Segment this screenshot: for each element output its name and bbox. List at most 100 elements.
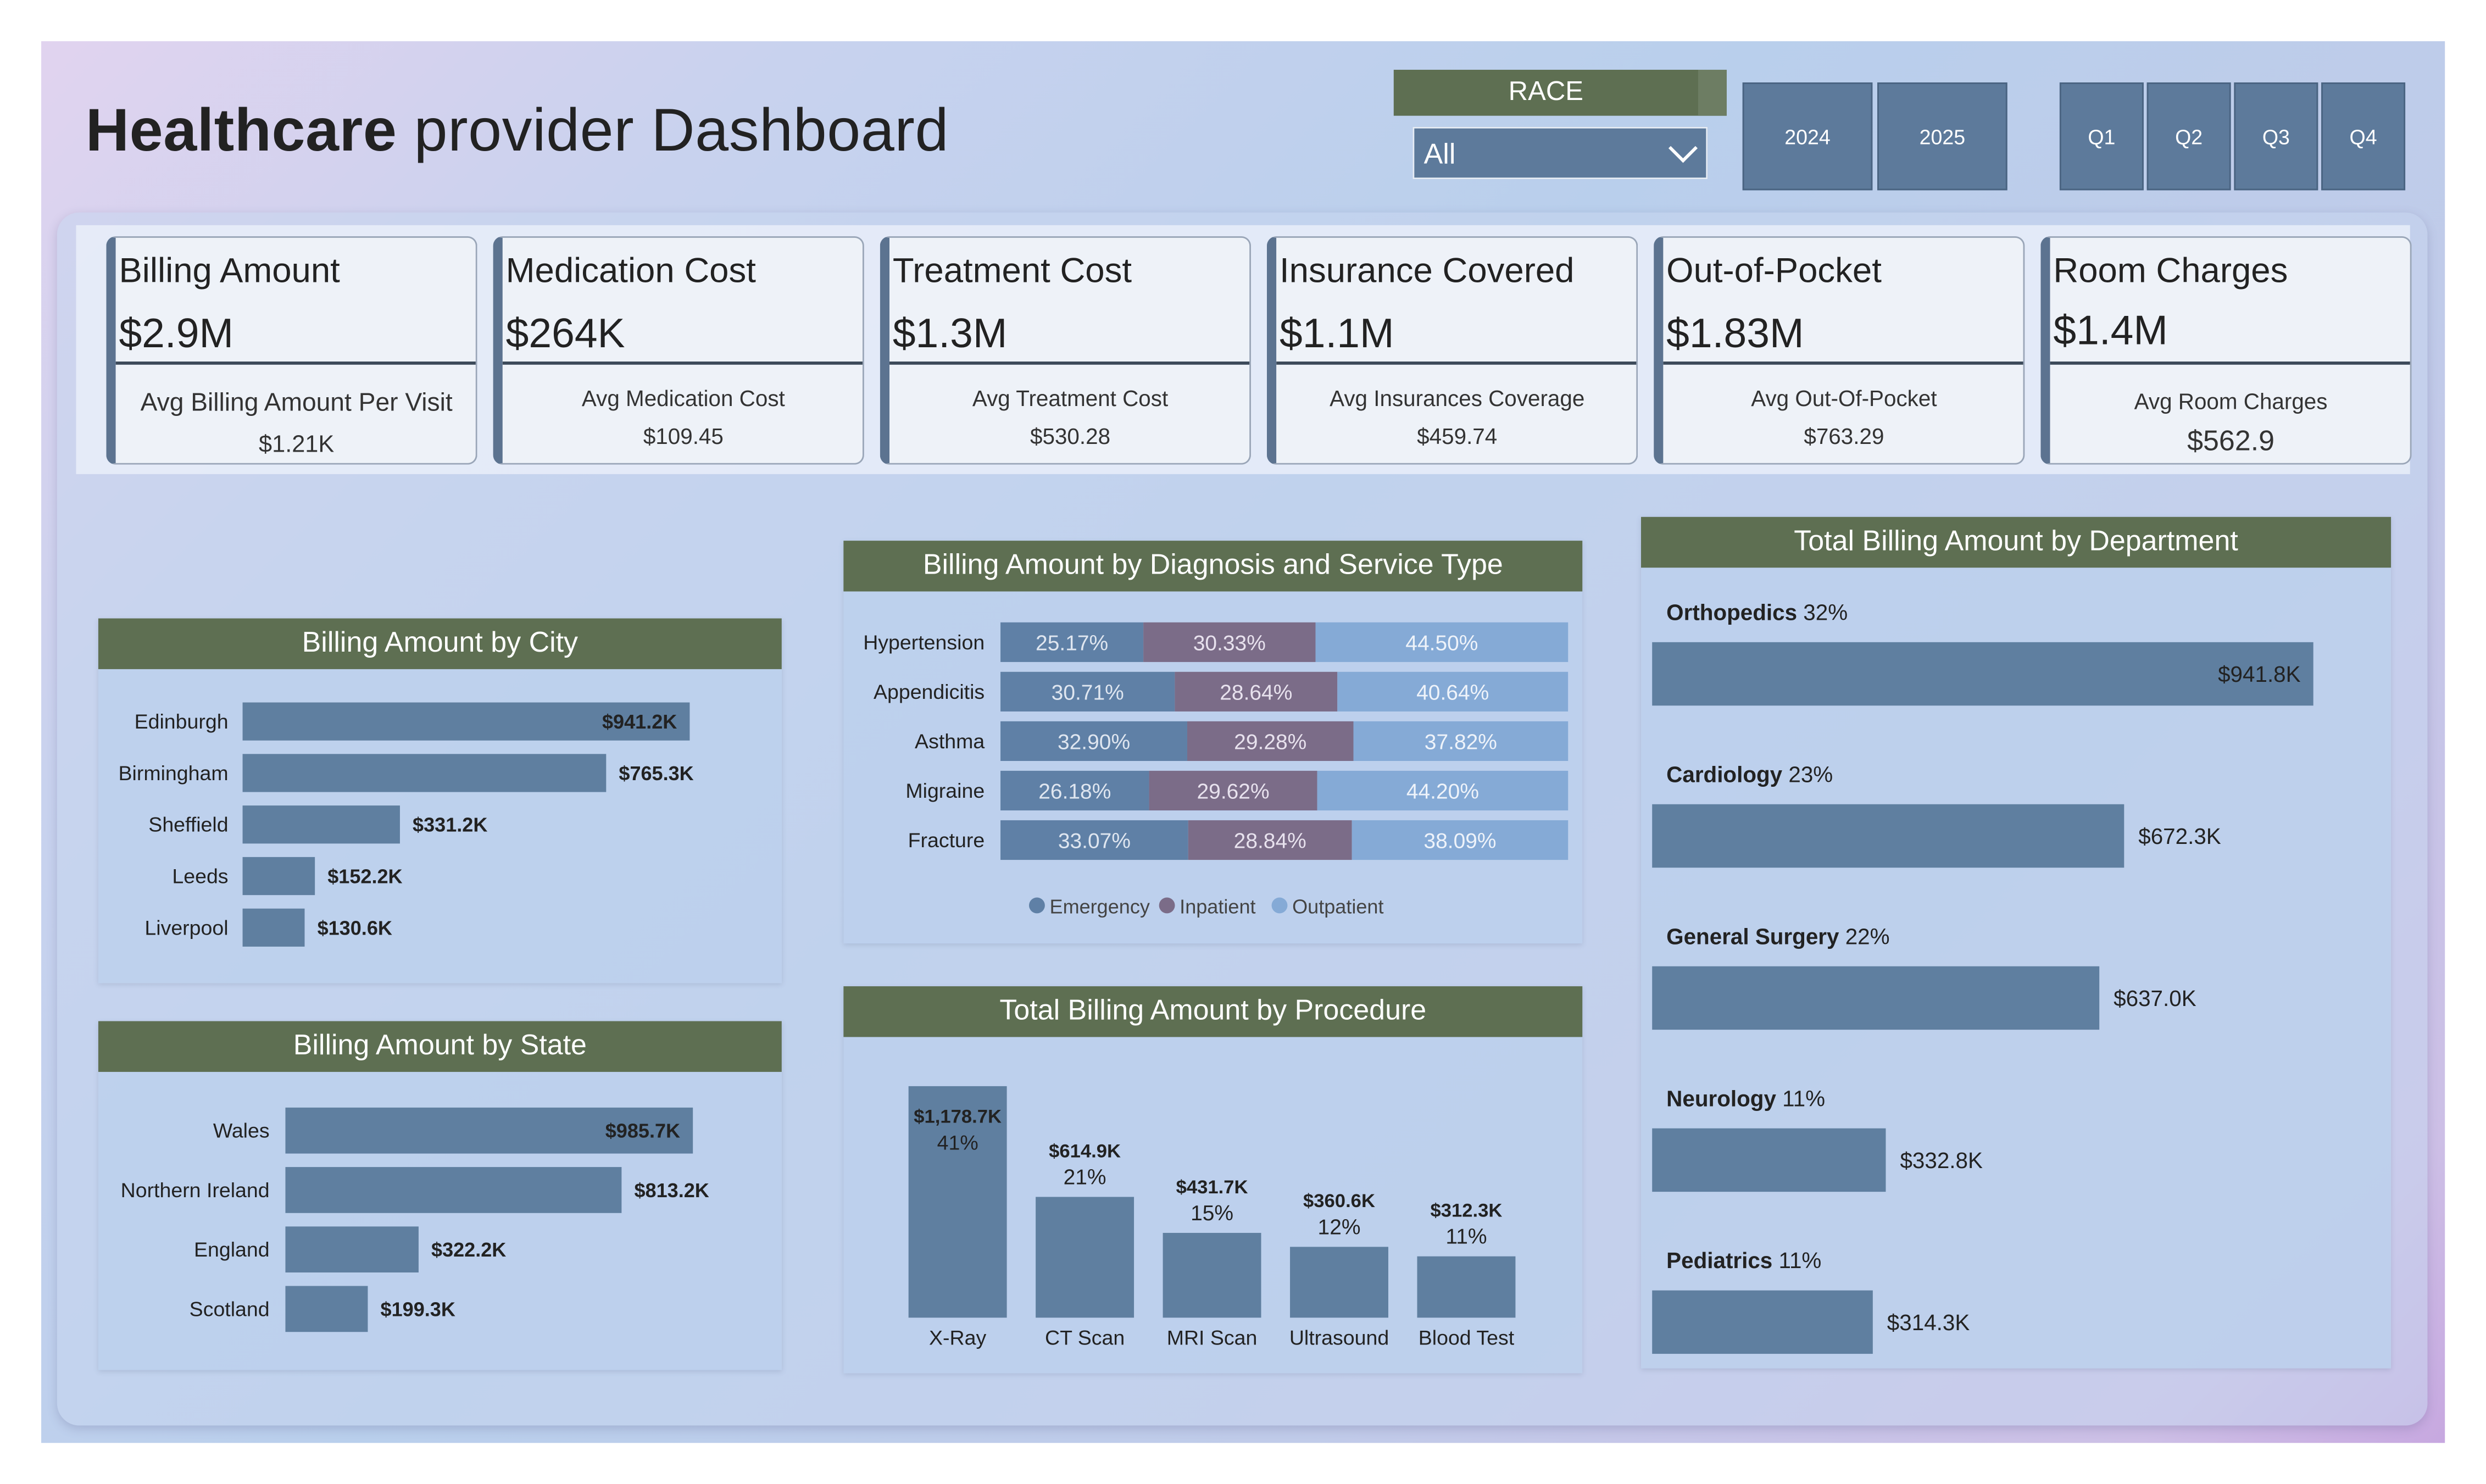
department-name: General Surgery bbox=[1666, 924, 1839, 949]
bar bbox=[285, 1226, 419, 1273]
bar bbox=[285, 1167, 622, 1213]
diagnosis-chart-card: Billing Amount by Diagnosis and Service … bbox=[843, 541, 1583, 944]
segment-label: 33.07% bbox=[1058, 829, 1131, 853]
page-title-bold: Healthcare bbox=[85, 98, 397, 165]
department-chart-title: Total Billing Amount by Department bbox=[1641, 516, 2392, 568]
race-dropdown-value: All bbox=[1423, 138, 1456, 170]
segment-label: 28.64% bbox=[1220, 681, 1292, 704]
department-chart: Orthopedics 32% $941.8K Cardiology 23% $672… bbox=[1652, 599, 2313, 1354]
bar bbox=[242, 754, 607, 792]
state-chart-title: Billing Amount by State bbox=[98, 1021, 782, 1072]
bar bbox=[908, 1086, 1007, 1318]
stack-segment-inpatient bbox=[1187, 721, 1354, 761]
bar bbox=[1417, 1256, 1516, 1318]
segment-label: 29.28% bbox=[1234, 730, 1306, 754]
category-label: Leeds bbox=[172, 865, 228, 888]
kpi-value: $264K bbox=[505, 309, 625, 357]
kpi-sub-value: $530.28 bbox=[1030, 423, 1111, 449]
bar bbox=[1652, 1128, 1886, 1192]
data-label: $672.3K bbox=[2138, 824, 2221, 849]
bar bbox=[285, 1107, 693, 1154]
kpi-title: Treatment Cost bbox=[892, 250, 1132, 291]
kpi-value: $1.3M bbox=[892, 309, 1008, 357]
legend-label: Outpatient bbox=[1292, 895, 1383, 918]
bar bbox=[242, 857, 315, 896]
kpi-value: $1.1M bbox=[1280, 309, 1394, 357]
data-label: $332.8K bbox=[1900, 1148, 1983, 1173]
bar bbox=[285, 1286, 368, 1332]
bar bbox=[1652, 642, 2313, 706]
kpi-card-insurance-covered: Insurance Covered $1.1M Avg Insurances C… bbox=[1266, 236, 1638, 465]
category-label: Orthopedics 32% bbox=[1666, 599, 1848, 625]
department-name: Cardiology bbox=[1666, 762, 1782, 787]
race-dropdown[interactable]: All bbox=[1412, 126, 1708, 180]
kpi-card-room-charges: Room Charges $1.4M Avg Room Charges $562… bbox=[2040, 236, 2412, 465]
segment-label: 32.90% bbox=[1058, 730, 1130, 754]
department-chart-card: Total Billing Amount by Department Ortho… bbox=[1641, 516, 2392, 1369]
year-button-2024[interactable]: 2024 bbox=[1742, 82, 1873, 191]
category-label: Northern Ireland bbox=[121, 1179, 270, 1202]
bar bbox=[1290, 1247, 1388, 1318]
kpi-card-billing-amount: Billing Amount $2.9M Avg Billing Amount … bbox=[106, 236, 477, 465]
segment-label: 37.82% bbox=[1425, 730, 1497, 754]
kpi-title: Room Charges bbox=[2053, 250, 2288, 291]
procedure-chart: X-Ray $1,178.7K 41% CT Scan $614.9K 21% MRI Sc… bbox=[908, 1086, 1516, 1349]
bar bbox=[1652, 966, 2100, 1030]
kpi-sub-label: Avg Room Charges bbox=[2134, 388, 2328, 414]
data-label: $765.3K bbox=[619, 762, 693, 785]
bar bbox=[242, 908, 305, 947]
segment-label: 25.17% bbox=[1036, 631, 1108, 655]
kpi-divider bbox=[2050, 362, 2410, 365]
department-percent: 22% bbox=[1839, 924, 1889, 949]
procedure-chart-title: Total Billing Amount by Procedure bbox=[843, 986, 1583, 1037]
stack-segment-emergency bbox=[1000, 721, 1187, 761]
data-label: $360.6K bbox=[1303, 1191, 1375, 1211]
quarter-button-q1[interactable]: Q1 bbox=[2059, 82, 2144, 191]
quarter-button-q4[interactable]: Q4 bbox=[2321, 82, 2406, 191]
data-label: $637.0K bbox=[2114, 986, 2196, 1011]
kpi-sub-label: Avg Treatment Cost bbox=[972, 385, 1169, 411]
bar bbox=[1652, 804, 2124, 868]
kpi-divider bbox=[1663, 362, 2023, 365]
kpi-sub-value: $109.45 bbox=[643, 423, 724, 449]
city-chart: Edinburgh $941.2K Birmingham $765.3K Sheffie… bbox=[119, 702, 694, 947]
data-label: $431.7K bbox=[1176, 1177, 1248, 1198]
data-label: $813.2K bbox=[634, 1179, 709, 1202]
category-label: England bbox=[194, 1238, 270, 1261]
kpi-sub-value: $562.9 bbox=[2187, 425, 2275, 457]
category-label: Edinburgh bbox=[135, 710, 229, 733]
stack-segment-outpatient bbox=[1353, 721, 1569, 761]
department-percent: 32% bbox=[1797, 599, 1848, 625]
department-name: Orthopedics bbox=[1666, 599, 1797, 625]
stack-segment-inpatient bbox=[1143, 622, 1316, 662]
bar bbox=[1036, 1197, 1134, 1318]
bar bbox=[242, 702, 690, 741]
kpi-title: Out-of-Pocket bbox=[1666, 250, 1882, 291]
category-label: Ultrasound bbox=[1289, 1326, 1389, 1349]
segment-label: 26.18% bbox=[1038, 780, 1111, 803]
category-label: Scotland bbox=[190, 1297, 270, 1320]
kpi-divider bbox=[889, 362, 1250, 365]
segment-label: 44.20% bbox=[1406, 780, 1479, 803]
percent-label: 12% bbox=[1318, 1215, 1361, 1239]
data-label: $331.2K bbox=[413, 814, 487, 836]
segment-label: 29.62% bbox=[1197, 780, 1270, 803]
quarter-button-q3[interactable]: Q3 bbox=[2234, 82, 2318, 191]
page-title: Healthcare provider Dashboard bbox=[86, 98, 949, 166]
category-label: Pediatrics 11% bbox=[1666, 1248, 1821, 1273]
kpi-sub-label: Avg Insurances Coverage bbox=[1330, 385, 1585, 411]
race-filter-label: RACE bbox=[1393, 69, 1727, 116]
stack-segment-emergency bbox=[1000, 671, 1175, 712]
chevron-down-icon[interactable] bbox=[1668, 134, 1698, 163]
stack-segment-outpatient bbox=[1352, 820, 1569, 860]
category-label: Asthma bbox=[915, 730, 985, 753]
year-button-2025[interactable]: 2025 bbox=[1877, 82, 2007, 191]
legend-label: Emergency bbox=[1050, 895, 1150, 918]
quarter-button-q2[interactable]: Q2 bbox=[2146, 82, 2231, 191]
category-label: Cardiology 23% bbox=[1666, 762, 1833, 787]
segment-label: 30.71% bbox=[1052, 681, 1124, 704]
kpi-sub-label: Avg Billing Amount Per Visit bbox=[140, 390, 453, 418]
category-label: Blood Test bbox=[1419, 1326, 1515, 1349]
category-label: Neurology 11% bbox=[1666, 1086, 1825, 1111]
kpi-card-treatment-cost: Treatment Cost $1.3M Avg Treatment Cost … bbox=[880, 236, 1252, 465]
